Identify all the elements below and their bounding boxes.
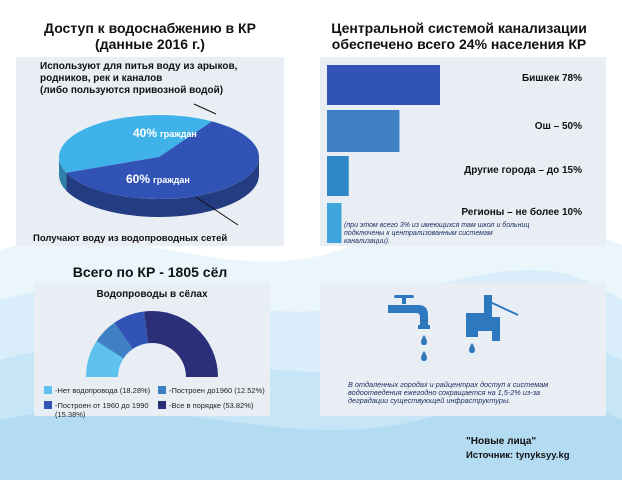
legend-label-1: -Построен до1960 (12.52%) <box>169 386 265 395</box>
right-top-title-line1: Центральной системой канализации <box>331 20 587 36</box>
footer-author: "Новые лица" <box>466 436 537 447</box>
callout-line-bottom <box>195 196 239 226</box>
pie-label-40: 40% граждан <box>133 126 197 140</box>
legend-label-3: -Все в порядке (53.82%) <box>169 401 254 410</box>
right-bottom-note-line2: водоотведения ежегодно сокращается на 1,… <box>348 388 541 397</box>
water-supply-donut <box>86 311 218 377</box>
legend-item-2: -Построен от 1960 до 1990 (15.38%) <box>44 401 159 419</box>
water-supply-chart-title: Водопроводы в сёлах <box>34 289 270 300</box>
bar-3 <box>327 203 342 243</box>
right-top-footnote-line2: подключены к централизованным системам <box>344 230 493 237</box>
legend-item-0: -Нет водопровода (18.28%) <box>44 386 150 395</box>
left-top-note-line3: (либо пользуются привозной водой) <box>40 85 224 96</box>
pie-slice-40 <box>59 115 212 173</box>
pie-slice-60 <box>66 121 259 199</box>
left-top-title: Доступ к водоснабжению в КР (данные 2016… <box>20 20 280 52</box>
bar-label-1: Ош – 50% <box>535 121 582 132</box>
legend-swatch-0 <box>44 386 52 394</box>
left-top-note: Используют для питья воду из арыков, род… <box>40 61 280 97</box>
right-top-footnote-line3: канализации). <box>344 238 390 245</box>
left-top-title-line2: (данные 2016 г.) <box>95 36 205 52</box>
right-bottom-note-line1: В отдаленных городах и райцентрах доступ… <box>348 380 549 389</box>
donut-slice-2 <box>114 311 148 349</box>
right-bottom-panel <box>320 283 606 416</box>
pie-side-0 <box>59 157 67 191</box>
legend-swatch-2 <box>44 401 52 409</box>
bar-label-2: Другие города – до 15% <box>464 165 582 176</box>
left-bottom-title: Всего по КР - 1805 сёл <box>72 264 228 280</box>
left-top-bottom-note: Получают воду из водопроводных сетей <box>33 233 228 244</box>
donut-slice-3 <box>144 311 218 377</box>
legend-item-1: -Построен до1960 (12.52%) <box>158 386 265 395</box>
right-bottom-note-line3: деградации существующей инфраструктуры. <box>348 396 511 405</box>
right-top-title: Центральной системой канализации обеспеч… <box>312 20 606 52</box>
right-bottom-note: В отдаленных городах и райцентрах доступ… <box>348 381 598 405</box>
bar-label-0: Бишкек 78% <box>522 73 582 84</box>
right-top-footnote: (при этом всего 3% из имеющихся там школ… <box>344 222 594 246</box>
water-pipe-icon <box>466 295 519 353</box>
bar-label-3: Регионы – не более 10% <box>461 206 582 218</box>
footer-source: Источник: tynyksyy.kg <box>466 450 570 461</box>
right-top-footnote-line1: (при этом всего 3% из имеющихся там школ… <box>344 222 530 229</box>
bar-0 <box>327 65 440 105</box>
right-top-title-line2: обеспечено всего 24% населения КР <box>331 36 587 52</box>
faucet-icon <box>388 295 430 361</box>
callout-line-top <box>193 103 217 115</box>
legend-label-2: -Построен от 1960 до 1990 (15.38%) <box>55 401 149 419</box>
left-top-note-line2: родников, рек и каналов <box>40 73 163 84</box>
legend-item-3: -Все в порядке (53.82%) <box>158 401 253 410</box>
pie-label-60: 60% граждан <box>126 172 190 186</box>
left-top-note-line1: Используют для питья воду из арыков, <box>40 61 238 72</box>
legend-swatch-1 <box>158 386 166 394</box>
legend-label-0: -Нет водопровода (18.28%) <box>55 386 151 395</box>
pie-side-1 <box>66 157 259 217</box>
access-pie-chart: 40% граждан 60% граждан <box>59 103 259 226</box>
bar-2 <box>327 156 349 196</box>
left-top-title-line1: Доступ к водоснабжению в КР <box>44 20 256 36</box>
legend-swatch-3 <box>158 401 166 409</box>
left-bottom-panel <box>34 283 270 416</box>
donut-slice-1 <box>96 322 133 359</box>
water-supply-chart-title-text: Водопроводы в сёлах <box>96 289 208 300</box>
bar-1 <box>327 110 400 152</box>
donut-slice-0 <box>86 341 124 377</box>
sewerage-bar-chart: Бишкек 78% Ош – 50% Другие города – до 15%… <box>327 65 582 243</box>
